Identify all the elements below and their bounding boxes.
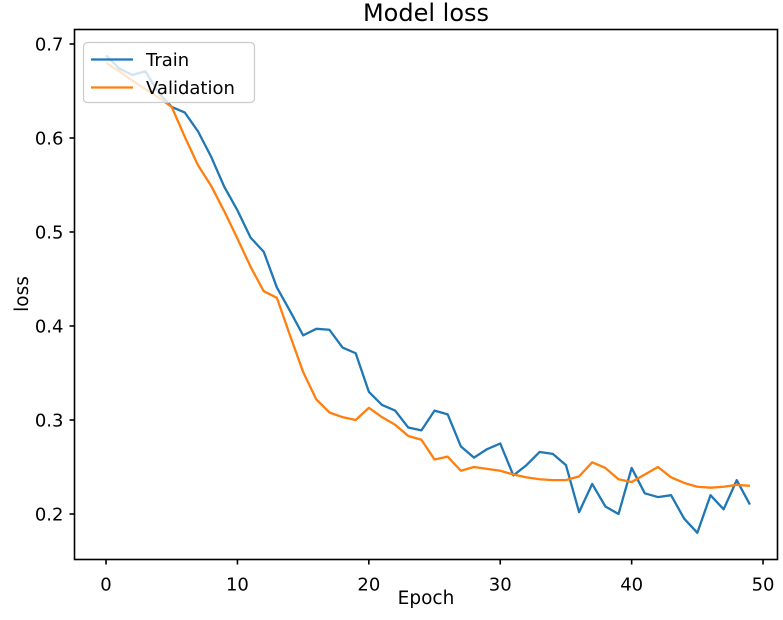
legend-validation-label: Validation [146, 78, 235, 99]
x-axis-label: Epoch [398, 588, 455, 609]
x-tick-label: 30 [489, 575, 512, 596]
y-tick-label: 0.7 [35, 34, 64, 55]
x-tick-label: 40 [620, 575, 643, 596]
y-tick-label: 0.3 [35, 410, 64, 431]
x-tick-label: 20 [357, 575, 380, 596]
validation-series-line [105, 61, 750, 489]
legend-train-label: Train [145, 50, 189, 71]
y-axis-label: loss [12, 276, 33, 312]
y-tick-label: 0.2 [35, 505, 64, 526]
axes-frame [73, 28, 779, 561]
train-series-line [105, 54, 751, 534]
x-tick-label: 50 [752, 575, 775, 596]
x-tick-label: 0 [100, 575, 111, 596]
x-tick-label: 10 [226, 575, 249, 596]
y-tick-label: 0.6 [35, 128, 64, 149]
chart-title: Model loss [363, 0, 489, 27]
y-tick-label: 0.4 [35, 316, 64, 337]
plot-area: 0 10 20 30 40 50 0.7 0.6 0.5 0.4 0.3 0.2 [35, 28, 779, 596]
y-tick-label: 0.5 [35, 222, 64, 243]
legend: Train Validation [82, 41, 256, 104]
